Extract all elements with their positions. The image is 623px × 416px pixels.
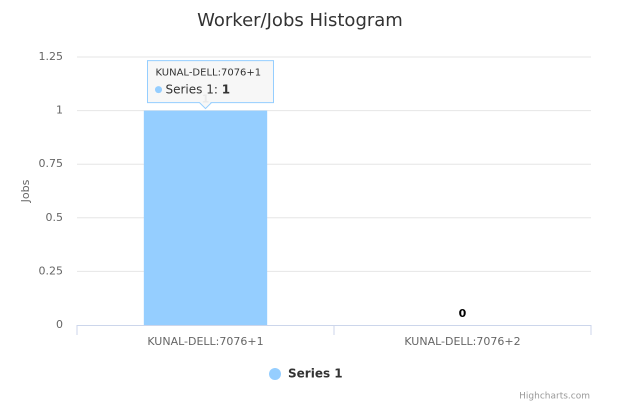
y-tick-label: 0.75 — [39, 157, 64, 170]
x-tick-label: KUNAL-DELL:7076+2 — [404, 335, 520, 348]
credits[interactable]: Highcharts.com — [519, 392, 590, 402]
y-tick-label: 1 — [56, 104, 63, 117]
data-label: 0 — [459, 307, 467, 320]
legend-marker — [269, 368, 281, 380]
y-tick-label: 0 — [56, 318, 63, 331]
bar — [143, 110, 268, 325]
tooltip-box — [147, 60, 274, 110]
y-tick-label: 0.5 — [46, 211, 64, 224]
legend-label: Series 1 — [288, 367, 343, 381]
y-tick-label: 0.25 — [39, 264, 64, 277]
tooltip-series-name: Series 1 — [166, 82, 214, 96]
chart-title: Worker/Jobs Histogram — [197, 10, 403, 31]
tooltip-marker — [155, 86, 162, 94]
x-tick-label: KUNAL-DELL:7076+1 — [147, 335, 263, 348]
y-tick-label: 1.25 — [39, 50, 64, 63]
tooltip: KUNAL-DELL:7076+1 Series 1: 1 — [147, 60, 274, 110]
tooltip-value: 1 — [222, 82, 230, 96]
tooltip-title: KUNAL-DELL:7076+1 — [156, 68, 262, 79]
tooltip-series: Series 1: 1 — [166, 82, 231, 96]
y-axis-label: Jobs — [19, 179, 32, 203]
